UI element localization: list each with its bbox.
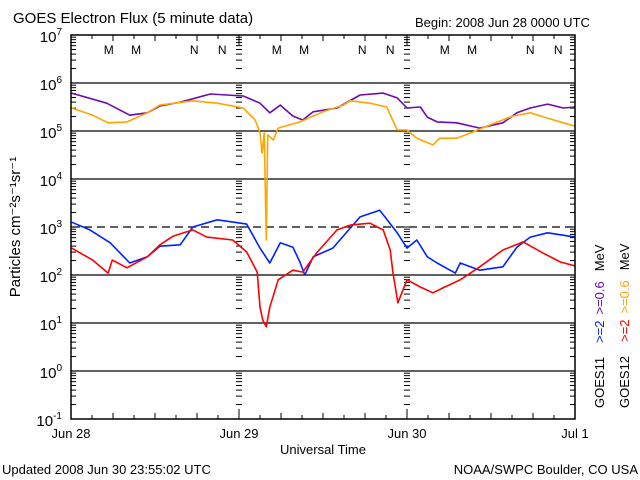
- legend-goes12-sat: GOES12: [617, 356, 632, 408]
- series-goes11-0-6-mev: [71, 92, 576, 129]
- y-tick-exponent: 5: [56, 123, 62, 134]
- y-tick-exponent: 7: [56, 27, 62, 38]
- x-tick-label: Jun 29: [219, 426, 258, 441]
- series-lines: [71, 92, 576, 328]
- marker-m: M: [104, 43, 114, 57]
- y-tick-exponent: 0: [56, 363, 62, 374]
- marker-n: N: [218, 43, 227, 57]
- mn-markers: M M MM M MN N NN N N: [104, 43, 563, 57]
- updated-time: Updated 2008 Jun 30 23:55:02 UTC: [2, 462, 211, 477]
- series-goes12-0-6-mev: [71, 100, 576, 241]
- marker-m: M: [467, 43, 477, 57]
- svg-text:GOES12>=2>=0.6MeV: GOES12 >=2 >=0.6 MeV: [617, 243, 632, 408]
- series-goes11-2-mev: [71, 209, 576, 276]
- y-tick-base: 10: [40, 77, 57, 94]
- legend-goes11-sat: GOES11: [592, 357, 607, 408]
- y-tick-label: 101: [40, 315, 63, 334]
- series-goes12-2-mev: [71, 222, 576, 328]
- legend-goes11-unit: MeV: [592, 244, 607, 271]
- legend-goes12-e06: >=0.6: [617, 280, 632, 313]
- y-tick-label: 10-1: [36, 411, 62, 430]
- x-tick-labels: Jun 28 Jun 29 Jun 30 Jul 1: [51, 426, 588, 441]
- marker-m: M: [131, 43, 141, 57]
- y-tick-exponent: 1: [56, 315, 62, 326]
- legend-goes11-e06: >=0.6: [592, 281, 607, 314]
- marker-m: M: [272, 43, 282, 57]
- legend-goes12: GOES12 >=2 >=0.6 MeV: [617, 243, 632, 408]
- y-tick-base: 10: [36, 413, 53, 430]
- x-tick-label: Jul 1: [561, 426, 588, 441]
- y-tick-base: 10: [40, 173, 57, 190]
- y-tick-exponent: 3: [56, 219, 62, 230]
- marker-n: N: [190, 43, 199, 57]
- x-tick-label: Jun 30: [387, 426, 426, 441]
- marker-m: M: [299, 43, 309, 57]
- svg-text:GOES11>=2>=0.6MeV: GOES11 >=2 >=0.6 MeV: [592, 244, 607, 408]
- y-tick-label: 105: [40, 123, 63, 142]
- marker-n: N: [526, 43, 535, 57]
- marker-m: M: [440, 43, 450, 57]
- y-tick-exponent: 2: [56, 267, 62, 278]
- marker-n: N: [386, 43, 395, 57]
- legend-goes11-e2: >=2: [592, 321, 607, 343]
- y-tick-label: 107: [40, 27, 63, 46]
- axis-ticks: [70, 35, 576, 420]
- y-tick-label: 106: [40, 75, 63, 94]
- grid: [71, 82, 575, 372]
- y-axis-title: Particles cm⁻²s⁻¹sr⁻¹: [7, 157, 24, 297]
- y-tick-label: 102: [40, 267, 63, 286]
- marker-n: N: [554, 43, 563, 57]
- x-tick-label: Jun 28: [51, 426, 90, 441]
- y-tick-base: 10: [40, 125, 57, 142]
- y-tick-exponent: 6: [56, 75, 62, 86]
- y-tick-base: 10: [40, 269, 57, 286]
- plot-frame: [70, 34, 576, 420]
- y-tick-label: 103: [40, 219, 63, 238]
- y-tick-base: 10: [40, 221, 57, 238]
- marker-n: N: [358, 43, 367, 57]
- y-tick-base: 10: [40, 365, 57, 382]
- y-tick-exponent: -1: [53, 411, 62, 422]
- y-tick-base: 10: [40, 29, 57, 46]
- begin-time: Begin: 2008 Jun 28 0000 UTC: [415, 15, 590, 30]
- y-tick-exponent: 4: [56, 171, 62, 182]
- legend-goes12-e2: >=2: [617, 320, 632, 342]
- y-tick-label: 104: [40, 171, 63, 190]
- credit: NOAA/SWPC Boulder, CO USA: [454, 462, 639, 477]
- chart-title: GOES Electron Flux (5 minute data): [13, 10, 253, 27]
- legend-goes11: GOES11 >=2 >=0.6 MeV: [592, 244, 607, 408]
- y-tick-base: 10: [40, 317, 57, 334]
- x-axis-title: Universal Time: [280, 442, 366, 457]
- y-tick-label: 100: [40, 363, 63, 382]
- legend-goes12-unit: MeV: [617, 243, 632, 270]
